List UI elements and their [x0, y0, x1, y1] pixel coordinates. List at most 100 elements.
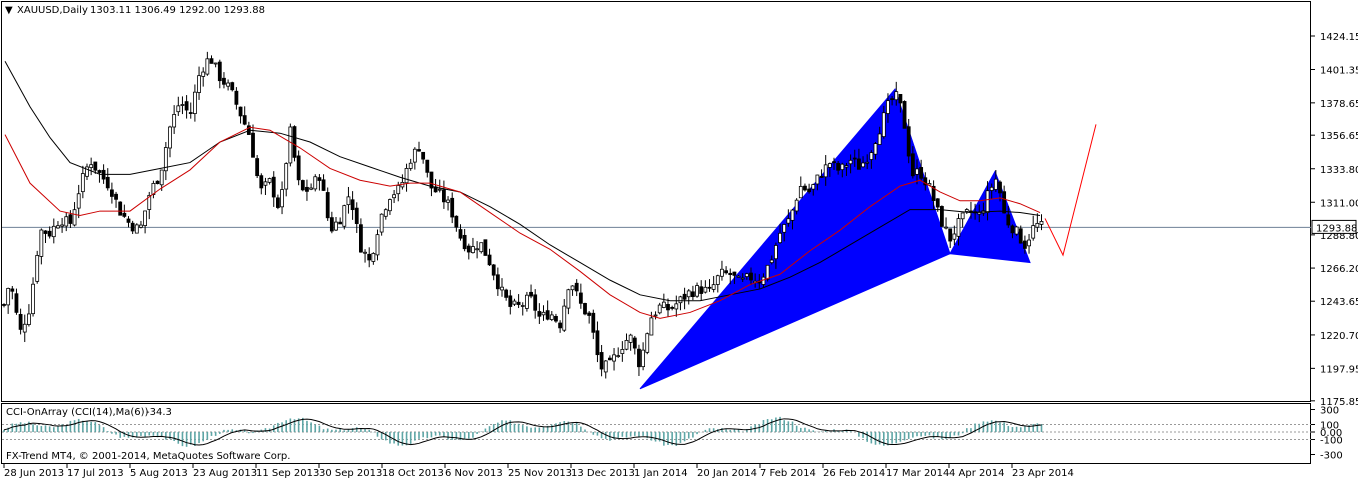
- candle-body: [749, 272, 753, 281]
- candle-body: [923, 177, 928, 186]
- time-tick-label: 20 Jan 2014: [697, 468, 757, 479]
- candle-body: [479, 242, 484, 253]
- time-tick-label: 25 Nov 2013: [508, 468, 572, 479]
- candle-body: [288, 126, 293, 164]
- candle-body: [354, 207, 359, 224]
- candle-body: [877, 133, 882, 145]
- indicator-value: -34.3: [146, 407, 172, 418]
- candle-body: [645, 333, 650, 353]
- candle-body: [292, 126, 297, 158]
- price-tick-label: 1424.15: [1320, 32, 1358, 43]
- candle-body: [869, 152, 874, 160]
- candle-body: [732, 271, 737, 276]
- candle-body: [574, 282, 579, 292]
- candle-body: [43, 230, 48, 234]
- candle-body: [255, 158, 260, 177]
- candle-body: [76, 193, 81, 209]
- candle-body: [699, 286, 704, 294]
- candle-body: [296, 155, 301, 181]
- current-price-badge: [1311, 219, 1357, 234]
- candle-body: [711, 284, 716, 290]
- candle-body: [450, 197, 455, 218]
- candle-body: [305, 186, 309, 192]
- candle-body: [541, 311, 546, 316]
- candle-body: [429, 171, 434, 189]
- candle-body: [458, 229, 463, 239]
- projection-line: [1044, 124, 1097, 257]
- candle-body: [952, 233, 957, 240]
- collapse-arrow-icon[interactable]: ▼: [5, 5, 13, 16]
- candle-body: [388, 199, 392, 212]
- candle-body: [969, 210, 973, 213]
- candle-body: [915, 168, 919, 175]
- candle-body: [89, 164, 94, 168]
- price-tick-label: 1378.65: [1320, 99, 1358, 110]
- candle-body: [39, 229, 44, 257]
- candle-body: [60, 224, 64, 227]
- candle-body: [342, 205, 347, 227]
- candle-body: [421, 151, 426, 160]
- main-panel-frame: [1, 1, 1311, 402]
- candle-body: [85, 166, 89, 177]
- candle-body: [898, 94, 903, 104]
- candle-body: [562, 305, 567, 331]
- candle-body: [1018, 228, 1023, 244]
- candle-body: [674, 303, 679, 310]
- candle-body: [960, 212, 965, 220]
- candle-body: [143, 210, 148, 226]
- candle-body: [118, 201, 123, 216]
- candle-body: [267, 178, 272, 183]
- candle-body: [363, 251, 367, 254]
- candle-body: [570, 285, 575, 291]
- candle-body: [437, 188, 442, 191]
- candle-body: [720, 268, 724, 277]
- candle-body: [483, 239, 488, 256]
- candle-body: [852, 157, 857, 160]
- candle-body: [902, 101, 907, 129]
- time-tick-label: 6 Nov 2013: [445, 468, 503, 479]
- candle-body: [628, 334, 633, 343]
- candle-body: [2, 304, 6, 306]
- candle-body: [72, 209, 77, 226]
- price-tick-label: 1356.65: [1320, 131, 1358, 142]
- chart-ohlc: 1303.11 1306.49 1292.00 1293.88: [90, 5, 265, 16]
- candle-body: [155, 180, 160, 185]
- candle-body: [670, 307, 675, 309]
- candle-body: [815, 174, 820, 185]
- candle-body: [566, 289, 571, 309]
- candle-body: [280, 189, 284, 208]
- candle-body: [608, 357, 612, 361]
- time-tick-label: 11 Sep 2013: [256, 468, 319, 479]
- price-tick-label: 1175.85: [1320, 397, 1358, 408]
- candle-body: [620, 349, 625, 354]
- candle-body: [537, 311, 542, 317]
- candle-body: [529, 291, 533, 297]
- candle-body: [263, 181, 268, 186]
- candle-body: [334, 221, 338, 231]
- candle-body: [159, 169, 164, 186]
- candle-body: [649, 317, 654, 336]
- candle-body: [632, 337, 637, 349]
- candle-body: [184, 101, 189, 111]
- candle-body: [782, 224, 787, 233]
- candle-body: [35, 255, 40, 282]
- time-tick-label: 1 Jan 2014: [634, 468, 688, 479]
- candle-body: [964, 209, 969, 212]
- candle-body: [512, 300, 517, 305]
- candle-body: [176, 105, 181, 113]
- candle-body: [657, 304, 662, 314]
- candle-body: [1002, 191, 1007, 214]
- time-tick-label: 13 Dec 2013: [571, 468, 635, 479]
- candle-body: [371, 253, 376, 262]
- candle-body: [350, 199, 355, 211]
- candle-body: [595, 330, 600, 356]
- time-tick-label: 17 Jul 2013: [67, 468, 124, 479]
- candle-body: [134, 224, 139, 234]
- candle-body: [827, 163, 832, 168]
- candle-body: [583, 303, 587, 315]
- candle-body: [715, 275, 720, 285]
- candle-body: [18, 314, 23, 330]
- candle-body: [803, 185, 807, 191]
- candle-body: [724, 270, 728, 274]
